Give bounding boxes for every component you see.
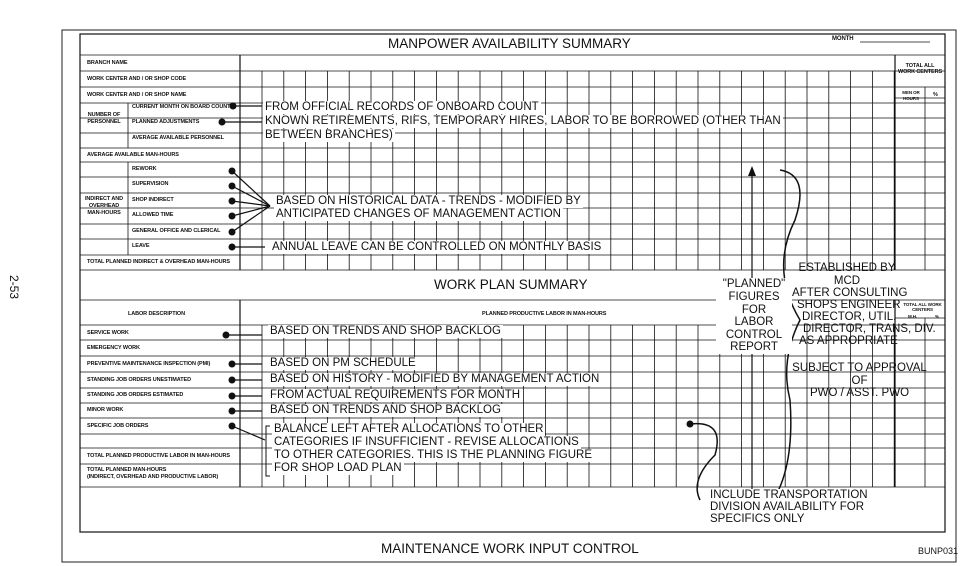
transportation-2: DIVISION AVAILABILITY FOR (708, 501, 867, 514)
brace-curve (769, 169, 801, 506)
established-6: DIRECTOR, TRANS, DIV. (803, 323, 936, 335)
planned-figures-6: REPORT (716, 341, 792, 354)
row-total-man-hours: TOTAL PLANNED MAN-HOURS (87, 467, 167, 473)
subject-approval-2: OF (851, 375, 868, 387)
leader-line (231, 425, 266, 441)
annotation-balance-2: CATEGORIES IF INSUFFICIENT - REVISE ALLO… (272, 436, 581, 449)
transport-curve (689, 422, 718, 501)
row-shop-name: WORK CENTER AND / OR SHOP NAME (87, 92, 187, 98)
footer-title: MAINTENANCE WORK INPUT CONTROL (381, 541, 639, 556)
row-minor-work: MINOR WORK (87, 407, 124, 413)
row-service-work: SERVICE WORK (87, 330, 129, 336)
row-pmi: PREVENTIVE MAINTENANCE INSPECTION (PMI) (87, 361, 211, 367)
annotation-balance-3: TO OTHER CATEGORIES. THIS IS THE PLANNIN… (272, 449, 595, 462)
subject-approval-3: PWO / ASST. PWO (809, 387, 910, 399)
row-average-personnel: AVERAGE AVAILABLE PERSONNEL (132, 135, 224, 141)
row-emergency-work: EMERGENCY WORK (87, 345, 140, 351)
annotation-service: BASED ON TRENDS AND SHOP BACKLOG (268, 325, 503, 338)
workplan-title: WORK PLAN SUMMARY (434, 277, 588, 292)
row-sjo-unestimated: STANDING JOB ORDERS UNESTIMATED (87, 377, 191, 383)
established-4: SHOPS ENGINEER (797, 299, 901, 311)
established-2: MCD (833, 275, 861, 287)
wp-percent-header: % (935, 314, 939, 319)
established-1: ESTABLISHED BY (798, 262, 896, 274)
row-leave: LEAVE (132, 243, 150, 249)
established-3: AFTER CONSULTING (792, 287, 908, 299)
leader-line (231, 205, 271, 217)
number-of-personnel-group: NUMBER OF PERSONNEL (87, 112, 121, 125)
row-current-month: CURRENT MONTH ON BOARD COUNT (132, 104, 231, 110)
form-border (79, 33, 946, 533)
transportation-1: INCLUDE TRANSPORTATION (708, 489, 870, 502)
annotation-balance-4: FOR SHOP LOAD PLAN (272, 462, 404, 475)
row-total-man-hours-sub: (INDIRECT, OVERHEAD AND PRODUCTIVE LABOR… (87, 474, 219, 480)
annotation-historical-1: BASED ON HISTORICAL DATA - TRENDS - MODI… (274, 195, 583, 208)
leader-line (231, 200, 271, 207)
indirect-overhead-group: INDIRECT AND OVERHEAD MAN-HOURS (84, 196, 123, 216)
leader-line (231, 170, 271, 207)
planned-figures-5: CONTROL (716, 329, 792, 342)
annotation-history: BASED ON HISTORY - MODIFIED BY MANAGEMEN… (268, 373, 602, 386)
bracket (265, 425, 270, 477)
row-rework: REWORK (132, 166, 157, 172)
annotation-known-retirements: KNOWN RETIREMENTS, RIFS, TEMPORARY HIRES… (263, 115, 783, 128)
row-total-productive: TOTAL PLANNED PRODUCTIVE LABOR IN MAN-HO… (87, 453, 230, 459)
manpower-title: MANPOWER AVAILABILITY SUMMARY (388, 36, 631, 51)
subject-approval-1: SUBJECT TO APPROVAL (792, 362, 927, 374)
row-specific-job-orders: SPECIFIC JOB ORDERS (87, 423, 149, 429)
page-number: 2-53 (7, 274, 22, 300)
row-sjo-estimated: STANDING JOB ORDERS ESTIMATED (87, 392, 184, 398)
row-planned-adjustments: PLANNED ADJUSTMENTS (132, 119, 200, 125)
annotation-pm-schedule: BASED ON PM SCHEDULE (268, 357, 418, 370)
wp-total-all-work-centers: TOTAL ALL WORK CENTERS (903, 302, 942, 312)
row-branch-name: BRANCH NAME (87, 60, 128, 66)
month-label: MONTH (832, 36, 854, 42)
planned-figures-1: "PLANNED" (716, 278, 792, 291)
row-supervision: SUPERVISION (132, 181, 169, 187)
percent-header: % (933, 92, 938, 98)
men-or-hours-header: MEN OR HOURS (902, 90, 920, 101)
row-average-man-hours: AVERAGE AVAILABLE MAN-HOURS (87, 152, 179, 158)
annotation-minor: BASED ON TRENDS AND SHOP BACKLOG (268, 404, 503, 417)
established-5: DIRECTOR, UTIL. (802, 311, 897, 323)
labor-description-header: LABOR DESCRIPTION (128, 311, 185, 317)
figure-code: BUNP031 (918, 546, 959, 556)
leader-line (231, 205, 271, 233)
annotation-annual-leave: ANNUAL LEAVE CAN BE CONTROLLED ON MONTHL… (270, 241, 604, 254)
established-7: AS APPROPRIATE (799, 335, 898, 347)
total-all-work-centers: TOTAL ALL WORK CENTERS (897, 63, 943, 75)
row-shop-indirect: SHOP INDIRECT (132, 197, 174, 203)
outer-frame (61, 29, 957, 563)
planned-figures-4: LABOR (716, 316, 792, 329)
transportation-3: SPECIFICS ONLY (708, 513, 807, 526)
planned-figures-3: FOR (716, 304, 792, 317)
row-allowed-time: ALLOWED TIME (132, 212, 174, 218)
annotation-actual: FROM ACTUAL REQUIREMENTS FOR MONTH (268, 389, 523, 402)
annotation-historical-2: ANTICIPATED CHANGES OF MANAGEMENT ACTION (274, 208, 563, 221)
row-total-indirect: TOTAL PLANNED INDIRECT & OVERHEAD MAN-HO… (87, 259, 230, 265)
annotation-official-records: FROM OFFICIAL RECORDS OF ONBOARD COUNT (263, 101, 541, 114)
planned-figures-2: FIGURES (716, 291, 792, 304)
row-general-office: GENERAL OFFICE AND CLERICAL (132, 228, 221, 234)
mh-header: M.H. (908, 314, 918, 319)
annotation-known-retirements-2: BETWEEN BRANCHES) (263, 129, 395, 142)
leader-line (231, 185, 271, 207)
row-shop-code: WORK CENTER AND / OR SHOP CODE (87, 76, 187, 82)
planned-labor-header: PLANNED PRODUCTIVE LABOR IN MAN-HOURS (482, 311, 607, 317)
annotation-balance-1: BALANCE LEFT AFTER ALLOCATIONS TO OTHER (272, 423, 546, 436)
